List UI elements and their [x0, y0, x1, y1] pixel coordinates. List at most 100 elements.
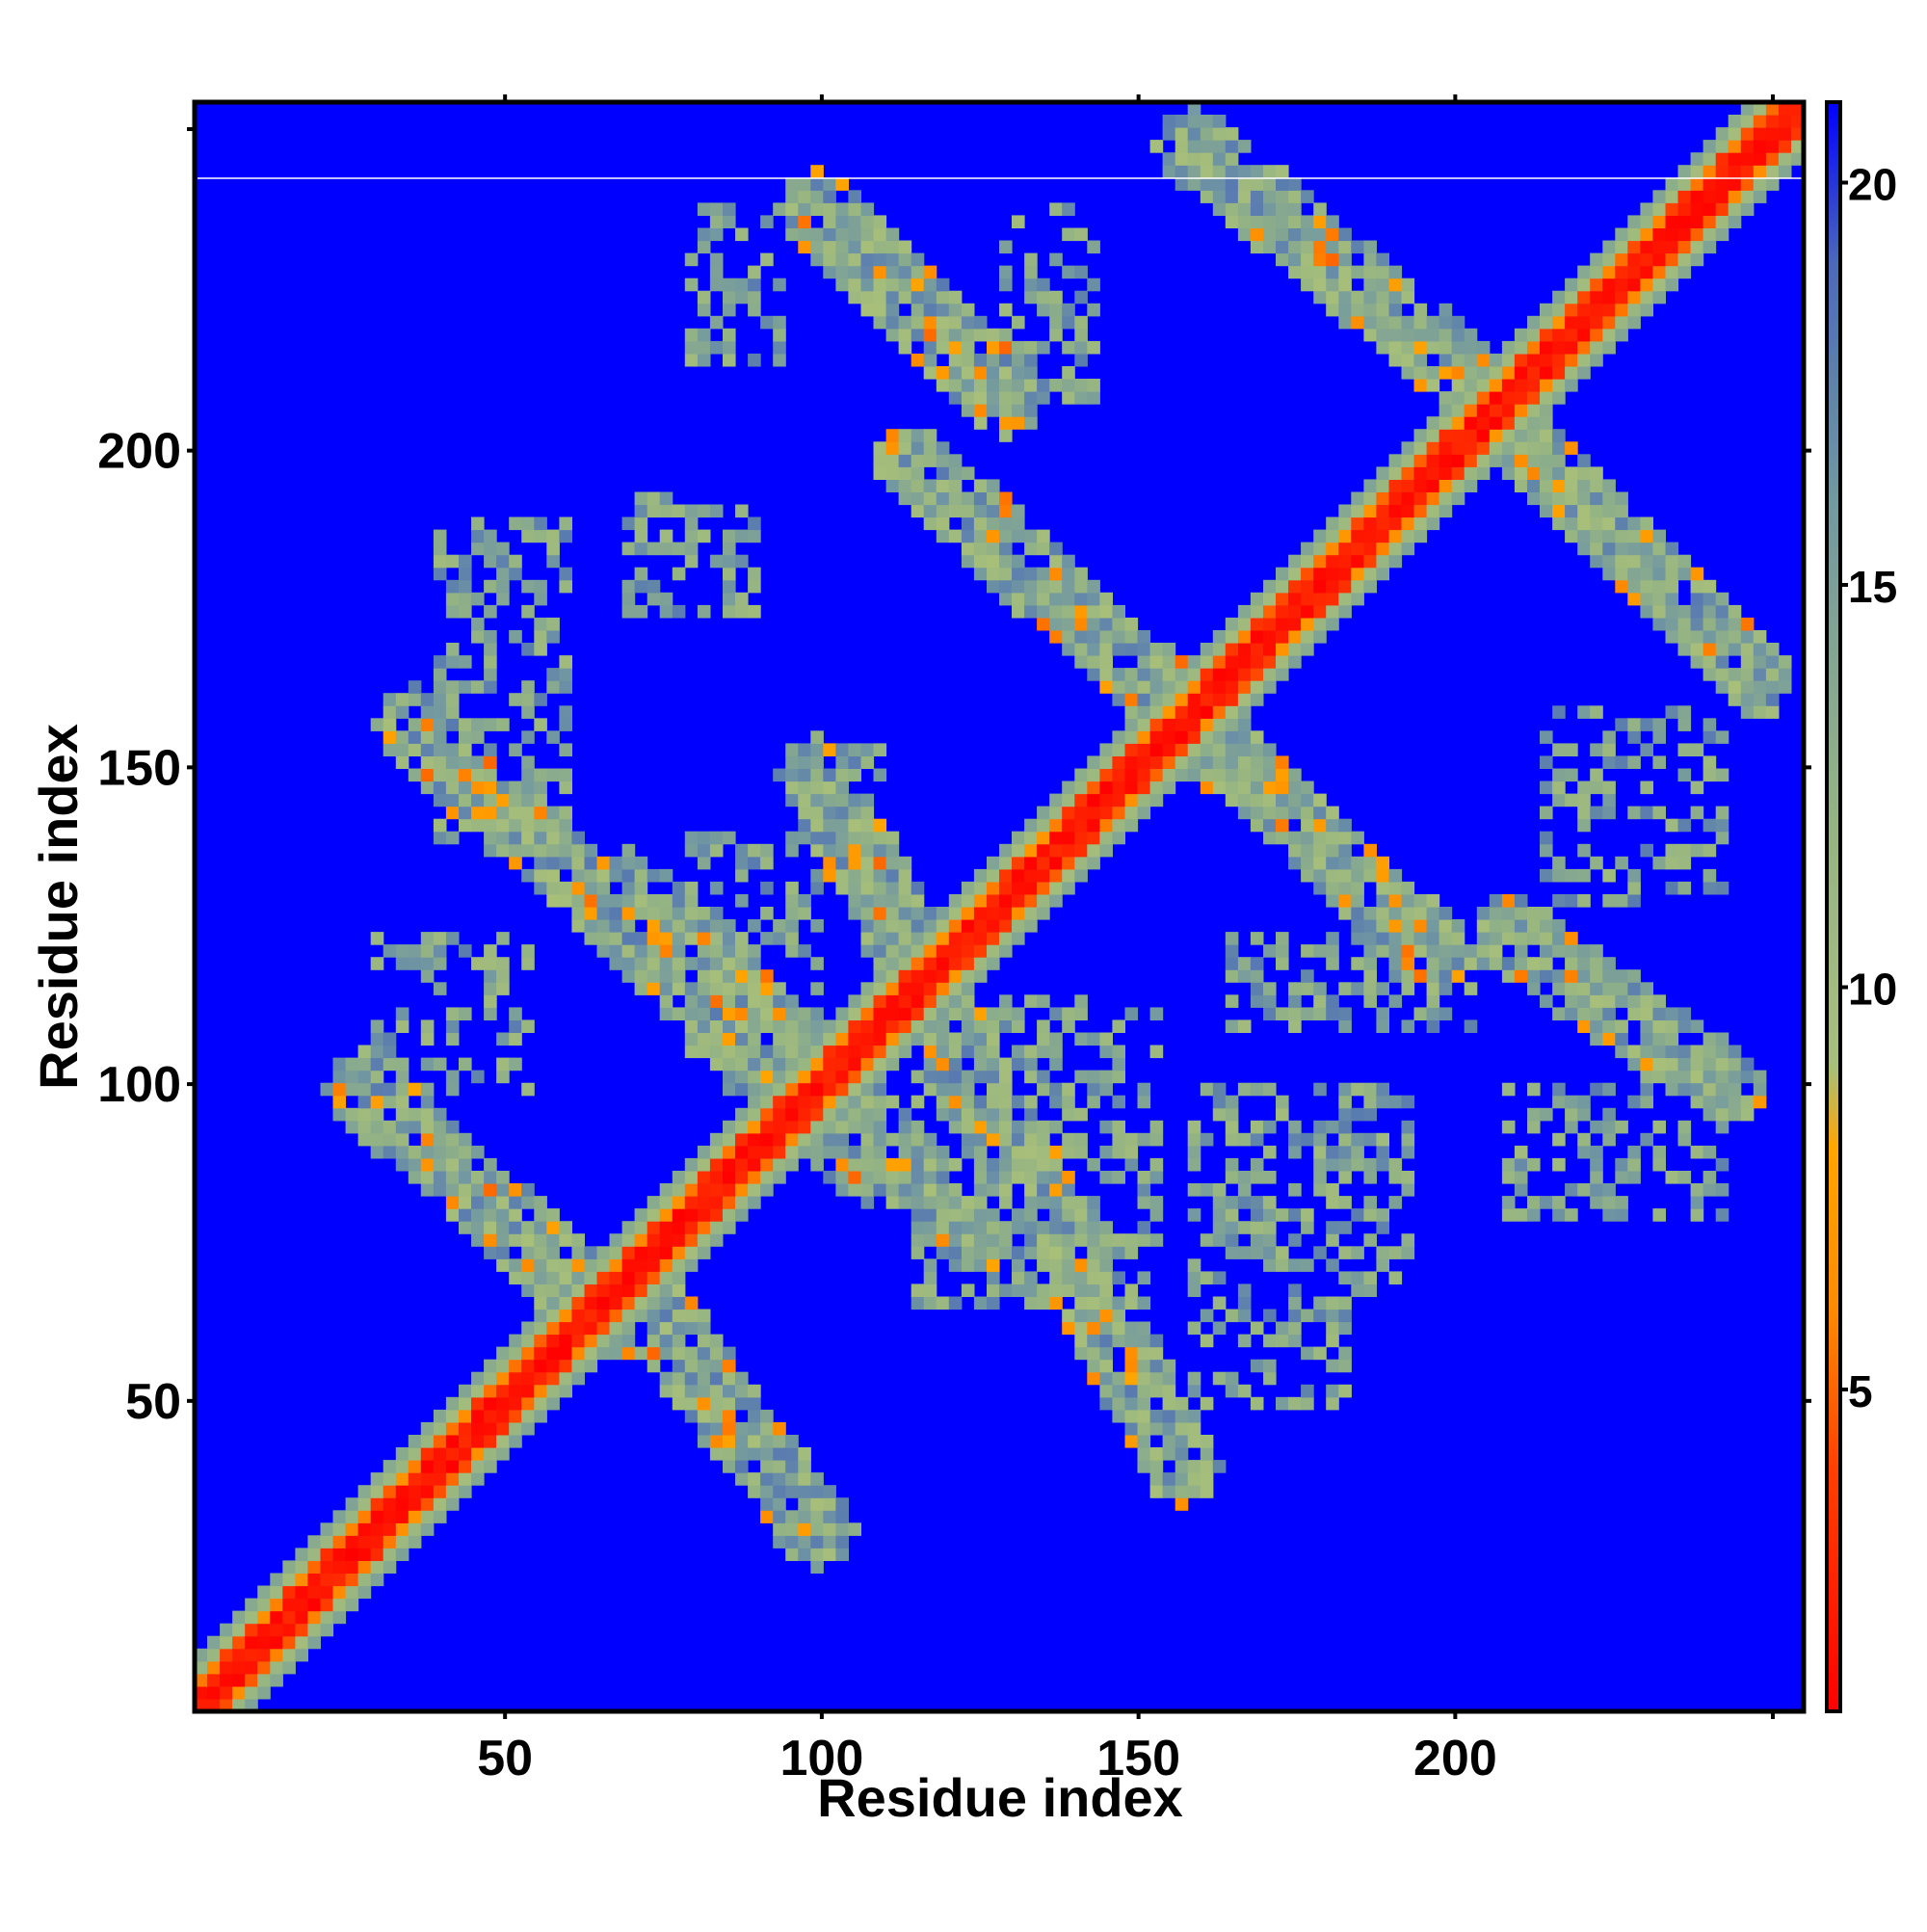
heatmap-cell	[709, 340, 724, 355]
heatmap-cell	[357, 1070, 372, 1084]
heatmap-cell	[936, 1082, 950, 1097]
heatmap-cell	[1401, 1132, 1415, 1147]
heatmap-cell	[936, 1183, 950, 1197]
heatmap-cell	[621, 894, 636, 908]
heatmap-cell	[534, 1346, 547, 1361]
heatmap-cell	[773, 1057, 786, 1072]
heatmap-cell	[1426, 894, 1440, 908]
heatmap-cell	[1074, 1107, 1088, 1122]
heatmap-cell	[810, 1070, 824, 1084]
heatmap-cell	[999, 491, 1013, 506]
heatmap-cell	[1212, 668, 1227, 681]
heatmap-cell	[835, 1107, 849, 1122]
heatmap-cell	[207, 1635, 221, 1650]
heatmap-cell	[1225, 693, 1239, 706]
colorbar-tick-label: 10	[1848, 965, 1897, 1015]
heatmap-cell	[973, 894, 988, 908]
heatmap-cell	[1313, 1145, 1327, 1159]
heatmap-cell	[1351, 265, 1364, 279]
heatmap-cell	[885, 1183, 900, 1197]
heatmap-cell	[948, 1157, 963, 1172]
heatmap-cell	[987, 529, 1000, 543]
heatmap-cell	[1451, 454, 1465, 467]
heatmap-cell	[496, 1221, 510, 1234]
heatmap-cell	[1124, 1007, 1139, 1020]
heatmap-cell	[1175, 680, 1189, 694]
heatmap-cell	[459, 1421, 472, 1436]
heatmap-cell	[1074, 1334, 1088, 1348]
heatmap-cell	[1615, 994, 1628, 1008]
heatmap-cell	[1200, 1271, 1214, 1284]
heatmap-cell	[1540, 843, 1553, 858]
heatmap-cell	[1565, 479, 1578, 492]
heatmap-cell	[823, 781, 836, 795]
heatmap-cell	[885, 1057, 900, 1072]
heatmap-cell	[559, 516, 572, 531]
heatmap-cell	[1665, 592, 1679, 606]
heatmap-cell	[1363, 957, 1377, 970]
heatmap-cell	[961, 919, 975, 933]
heatmap-cell	[1049, 1284, 1063, 1297]
heatmap-cell	[987, 404, 1000, 417]
heatmap-cell	[1024, 542, 1038, 556]
heatmap-cell	[1338, 1346, 1352, 1361]
heatmap-cell	[634, 1208, 648, 1222]
heatmap-cell	[1388, 919, 1403, 933]
heatmap-cell	[584, 843, 598, 858]
heatmap-cell	[1388, 340, 1403, 355]
heatmap-cell	[1665, 881, 1679, 895]
heatmap-cell	[659, 1271, 673, 1284]
heatmap-cell	[521, 1371, 535, 1386]
heatmap-cell	[823, 240, 836, 254]
heatmap-cell	[1137, 793, 1151, 807]
heatmap-cell	[1012, 1221, 1025, 1234]
heatmap-cell	[961, 957, 975, 970]
heatmap-cell	[723, 529, 736, 543]
heatmap-cell	[1652, 806, 1666, 820]
heatmap-cell	[936, 1196, 950, 1209]
heatmap-cell	[1602, 567, 1616, 581]
heatmap-cell	[1012, 1145, 1025, 1159]
heatmap-cell	[760, 1183, 774, 1197]
heatmap-cell	[445, 1132, 460, 1147]
heatmap-cell	[923, 1032, 937, 1046]
heatmap-cell	[1753, 190, 1767, 203]
heatmap-cell	[835, 1171, 849, 1184]
heatmap-cell	[1728, 115, 1742, 128]
heatmap-cell	[1062, 793, 1075, 807]
heatmap-cell	[395, 705, 409, 719]
heatmap-cell	[987, 856, 1000, 870]
heatmap-cell	[1652, 1032, 1666, 1046]
heatmap-cell	[220, 1699, 233, 1712]
heatmap-cell	[873, 303, 887, 317]
heatmap-cell	[1162, 730, 1176, 744]
heatmap-cell	[760, 1472, 774, 1486]
heatmap-cell	[973, 1007, 988, 1020]
heatmap-cell	[1012, 868, 1025, 883]
heatmap-cell	[546, 843, 560, 858]
heatmap-cell	[1451, 416, 1465, 430]
heatmap-cell	[973, 315, 988, 330]
heatmap-cell	[496, 1246, 510, 1259]
heatmap-cell	[1376, 1007, 1389, 1020]
heatmap-cell	[270, 1648, 283, 1662]
heatmap-cell	[471, 806, 485, 820]
heatmap-cell	[484, 529, 497, 543]
heatmap-cell	[1200, 115, 1214, 128]
heatmap-cell	[1200, 1485, 1214, 1498]
heatmap-cell	[496, 1384, 510, 1398]
heatmap-cell	[484, 554, 497, 569]
heatmap-cell	[1363, 1107, 1377, 1122]
heatmap-cell	[659, 944, 673, 958]
heatmap-cell	[534, 1334, 547, 1348]
heatmap-cell	[748, 1057, 761, 1072]
heatmap-cell	[1501, 969, 1516, 983]
heatmap-cell	[1200, 1233, 1214, 1247]
heatmap-cell	[559, 680, 572, 694]
heatmap-cell	[810, 165, 824, 178]
heatmap-cell	[1363, 554, 1377, 569]
heatmap-cell	[584, 1334, 598, 1348]
heatmap-cell	[773, 982, 786, 995]
heatmap-cell	[798, 894, 811, 908]
heatmap-cell	[1426, 366, 1440, 380]
